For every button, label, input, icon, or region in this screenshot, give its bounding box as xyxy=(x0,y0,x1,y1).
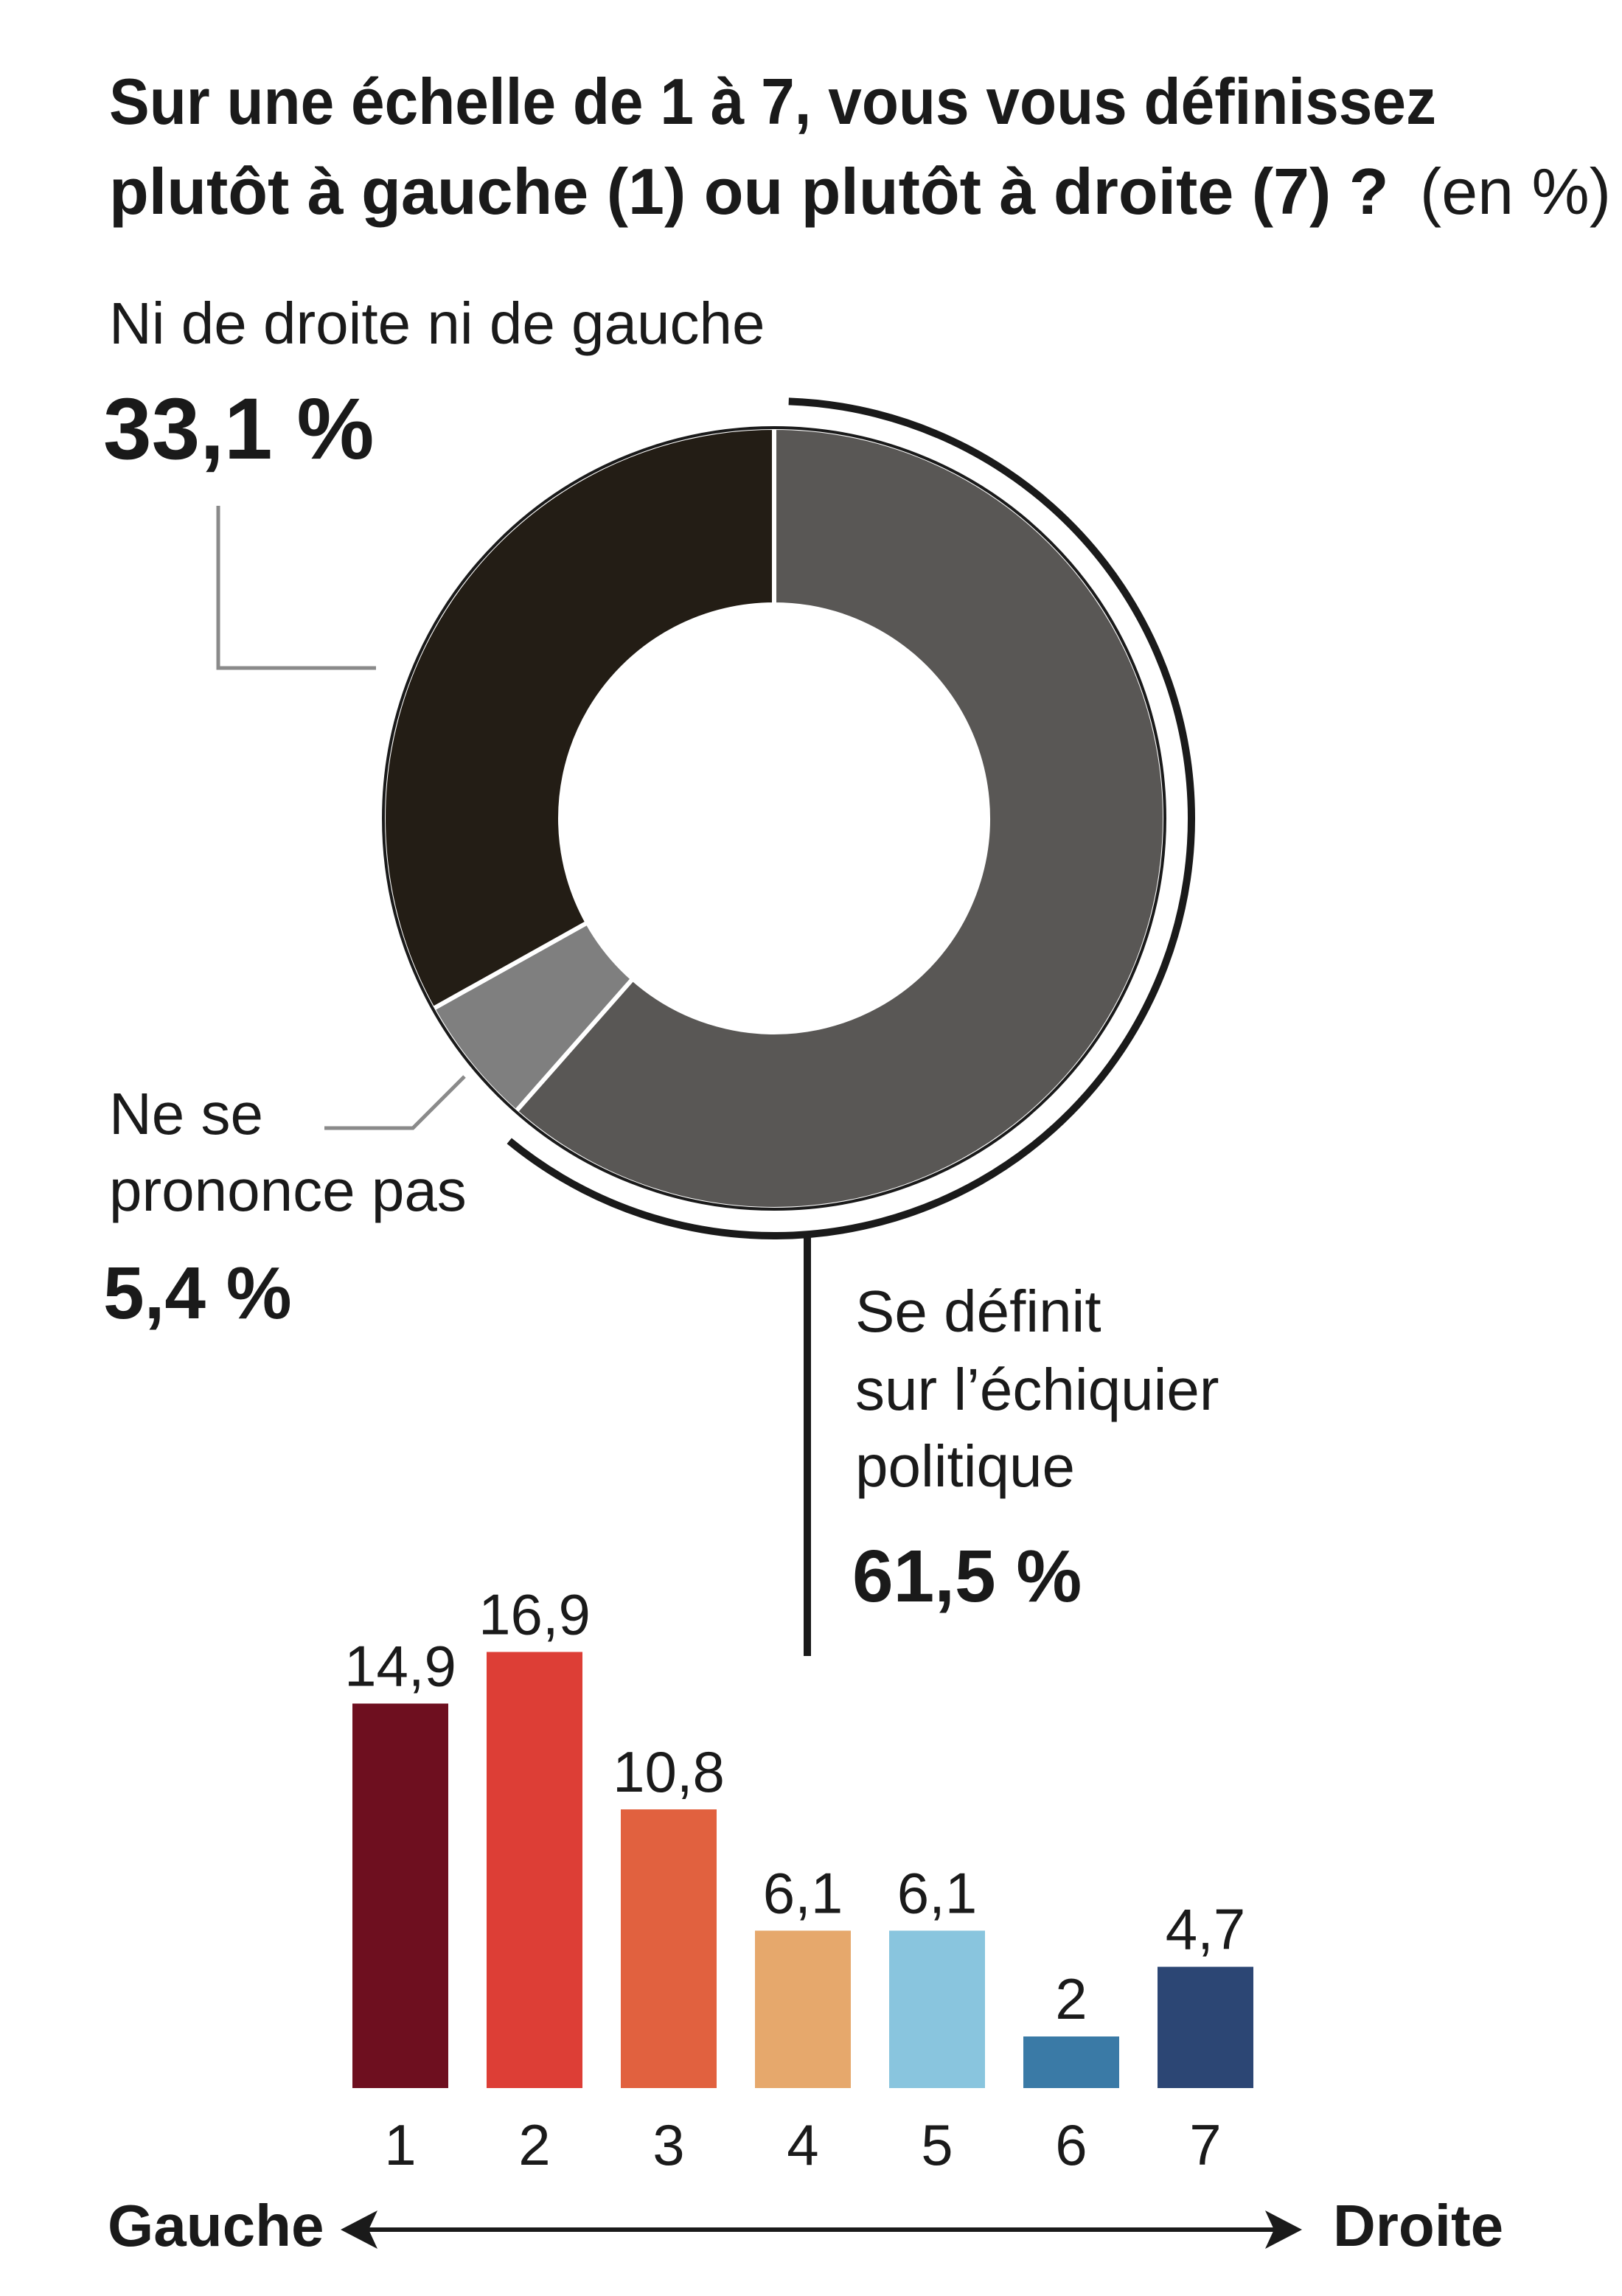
nsp-slice-label-line1: Ne se xyxy=(109,1081,263,1147)
chart-title-unit: (en %) xyxy=(1420,155,1611,228)
bar-value-label-5: 6,1 xyxy=(897,1861,977,1926)
defined-slice-label-line2: sur l’échiquier xyxy=(855,1357,1219,1422)
donut-slice-ni xyxy=(381,425,776,1012)
ni-slice-leader xyxy=(216,506,376,670)
nsp-slice-leader xyxy=(324,1075,466,1130)
bar-category-label-4: 4 xyxy=(787,2112,818,2177)
bar-category-label-2: 2 xyxy=(518,2112,550,2177)
bar-category-label-1: 1 xyxy=(384,2112,416,2177)
bar-value-label-7: 4,7 xyxy=(1166,1897,1245,1962)
bar-2 xyxy=(487,1652,582,2088)
bar-value-label-1: 14,9 xyxy=(344,1634,456,1699)
bar-value-label-3: 10,8 xyxy=(613,1739,725,1804)
chart-title-line1: Sur une échelle de 1 à 7, vous vous défi… xyxy=(109,65,1436,138)
defined-slice-value: 61,5 % xyxy=(852,1535,1082,1618)
bar-value-label-2: 16,9 xyxy=(478,1582,591,1647)
bar-category-label-6: 6 xyxy=(1055,2112,1087,2177)
defined-slice-label-line1: Se définit xyxy=(855,1279,1101,1344)
bar-3 xyxy=(621,1809,717,2088)
bar-7 xyxy=(1158,1966,1253,2088)
bar-category-label-7: 7 xyxy=(1189,2112,1221,2177)
donut-chart xyxy=(381,425,1167,1211)
bar-5 xyxy=(889,1930,985,2088)
donut-outline xyxy=(382,426,1166,1211)
chart-title-line2: plutôt à gauche (1) ou plutôt à droite (… xyxy=(109,155,1388,228)
bar-1 xyxy=(352,1703,448,2088)
ni-slice-label: Ni de droite ni de gauche xyxy=(109,291,765,356)
nsp-slice-label-line2: prononce pas xyxy=(109,1158,467,1223)
bar-value-label-4: 6,1 xyxy=(763,1861,843,1926)
axis-right-label: Droite xyxy=(1333,2193,1503,2258)
axis-left-label: Gauche xyxy=(108,2193,324,2258)
bar-4 xyxy=(755,1930,851,2088)
axis-arrow-left-icon xyxy=(341,2210,377,2249)
defined-slice-label-line3: politique xyxy=(855,1433,1075,1499)
svg-text:plutôt à gauche (1) ou plutôt: plutôt à gauche (1) ou plutôt à droite (… xyxy=(109,155,1611,228)
ni-slice-value: 33,1 % xyxy=(103,380,374,478)
bar-6 xyxy=(1023,2036,1119,2088)
bar-category-label-3: 3 xyxy=(652,2112,684,2177)
axis-arrow-right-icon xyxy=(1265,2210,1302,2249)
bar-chart: 14,9 1 16,9 2 10,8 3 6,1 4 6,1 5 2 6 4,7 7 xyxy=(344,1582,1253,2177)
bar-value-label-6: 2 xyxy=(1055,1966,1087,2031)
defined-slice-bracket xyxy=(507,397,1195,1239)
nsp-slice-value: 5,4 % xyxy=(103,1252,292,1335)
bar-category-label-5: 5 xyxy=(921,2112,953,2177)
